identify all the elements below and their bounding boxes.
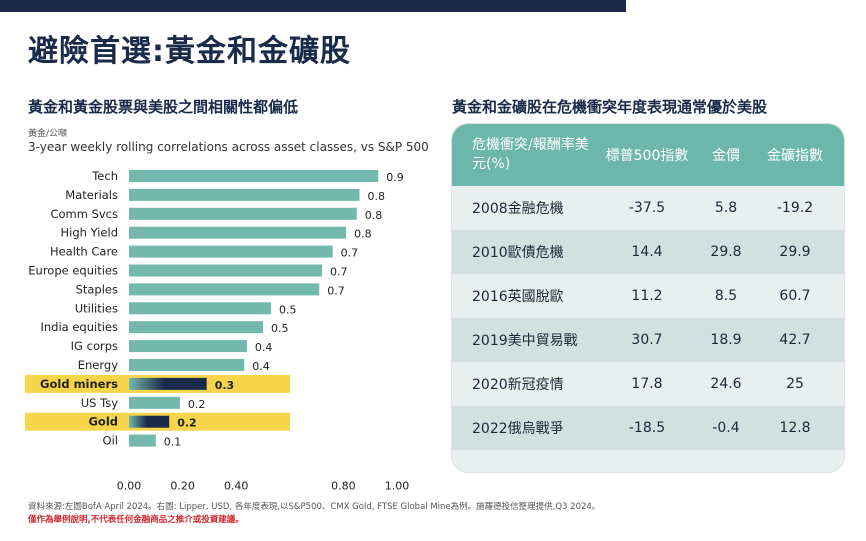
value-label: 0.3 <box>215 379 235 392</box>
header-gold: 金價 <box>712 148 740 164</box>
cell-gold-miners: 25 <box>786 376 804 392</box>
cell-gold: 5.8 <box>714 200 738 216</box>
table-row: 2008金融危機 -37.5 5.8 -19.2 <box>452 186 844 230</box>
category-label: Gold miners <box>40 377 118 391</box>
bar <box>129 226 347 239</box>
category-label: High Yield <box>61 226 118 240</box>
header-gold-miners: 金礦指數 <box>767 148 823 164</box>
header-crisis: 危機衝突/報酬率美元(%) <box>472 137 589 172</box>
value-label: 0.4 <box>255 341 272 354</box>
category-label: Comm Svcs <box>50 207 118 221</box>
cell-sp500: -37.5 <box>628 200 666 216</box>
table-row: 2020新冠疫情 17.8 24.6 25 <box>452 362 844 406</box>
bar <box>129 359 245 371</box>
table-header: 危機衝突/報酬率美元(%) 標普500指數 金價 金礦指數 <box>452 124 844 186</box>
header-sp500: 標普500指數 <box>605 148 689 164</box>
chart-unit: 黃金/公噸 <box>28 129 68 139</box>
source-note: 資料來源:左圖BofA April 2024。右圖: Lipper, USD, … <box>28 502 601 512</box>
value-label: 0.2 <box>177 417 197 430</box>
cell-gold-miners: 12.8 <box>779 420 811 436</box>
value-label: 0.9 <box>386 171 404 184</box>
cell-gold: 18.9 <box>710 332 742 348</box>
cell-crisis: 2022俄烏戰爭 <box>472 421 564 437</box>
value-label: 0.7 <box>330 266 348 279</box>
bar <box>129 207 357 220</box>
bar <box>129 434 156 447</box>
value-label: 0.2 <box>188 398 206 411</box>
bar <box>129 415 170 428</box>
cell-crisis: 2016英國脫歐 <box>472 289 564 305</box>
cell-sp500: 11.2 <box>631 288 663 304</box>
cell-crisis: 2020新冠疫情 <box>472 377 564 393</box>
value-label: 0.8 <box>367 190 385 203</box>
value-label: 0.4 <box>252 360 269 373</box>
category-label: US Tsy <box>81 396 118 410</box>
category-label: Europe equities <box>28 264 118 278</box>
cell-crisis: 2008金融危機 <box>472 201 564 217</box>
value-label: 0.7 <box>341 247 359 260</box>
bar <box>129 302 272 315</box>
bar <box>129 188 360 201</box>
bar <box>129 396 180 409</box>
x-tick-label: 0.00 <box>117 480 142 491</box>
category-label: Materials <box>65 188 118 202</box>
category-label: Health Care <box>50 245 118 259</box>
cell-sp500: 14.4 <box>631 244 663 260</box>
bar <box>129 283 320 296</box>
cell-sp500: -18.5 <box>628 420 666 436</box>
value-label: 0.5 <box>279 303 297 316</box>
correlation-bar-chart: Tech 0.9 Materials 0.8 Comm Svcs 0.8 High Yiel… <box>25 169 410 491</box>
x-tick-label: 0.80 <box>331 480 356 491</box>
value-label: 0.1 <box>164 436 182 449</box>
category-label: IG corps <box>71 339 118 353</box>
table-row: 2022俄烏戰爭 -18.5 -0.4 12.8 <box>452 406 844 450</box>
value-label: 0.8 <box>354 228 372 241</box>
category-label: Tech <box>91 169 118 183</box>
bar <box>129 340 247 353</box>
table-row: 2016英國脫歐 11.2 8.5 60.7 <box>452 274 844 318</box>
chart-heading: 黃金和黃金股票與美股之間相關性都偏低 <box>28 98 299 116</box>
bar <box>129 377 207 390</box>
cell-gold-miners: 42.7 <box>779 332 811 348</box>
table-heading: 黃金和金礦股在危機衝突年度表現通常優於美股 <box>452 98 768 116</box>
x-tick-label: 0.20 <box>170 480 195 491</box>
crisis-performance-table: 危機衝突/報酬率美元(%) 標普500指數 金價 金礦指數 2008金融危機 -… <box>452 124 844 472</box>
cell-crisis: 2019美中貿易戰 <box>472 333 578 349</box>
value-label: 0.8 <box>365 209 383 222</box>
top-bar <box>0 0 626 12</box>
category-label: Staples <box>76 282 118 296</box>
cell-crisis: 2010歐債危機 <box>472 245 564 261</box>
category-label: India equities <box>40 320 118 334</box>
cell-gold-miners: 29.9 <box>779 244 811 260</box>
chart-subtitle: 3-year weekly rolling correlations acros… <box>28 140 429 154</box>
cell-gold: 24.6 <box>710 376 742 392</box>
cell-gold: 8.5 <box>714 288 738 304</box>
cell-gold-miners: 60.7 <box>779 288 811 304</box>
category-label: Utilities <box>75 301 118 315</box>
cell-gold-miners: -19.2 <box>776 200 814 216</box>
cell-gold: 29.8 <box>710 244 742 260</box>
bar <box>129 321 263 334</box>
bar <box>129 170 379 182</box>
table-row: 2019美中貿易戰 30.7 18.9 42.7 <box>452 318 844 362</box>
category-label: Oil <box>103 434 118 448</box>
cell-sp500: 30.7 <box>631 332 663 348</box>
value-label: 0.7 <box>327 284 345 297</box>
category-label: Energy <box>78 358 118 372</box>
cell-sp500: 17.8 <box>631 376 663 392</box>
page-title: 避險首選:黃金和金礦股 <box>28 34 351 69</box>
bar <box>129 245 333 258</box>
bar <box>129 264 322 277</box>
disclaimer-note: 僅作為舉例說明,不代表任何金融商品之推介或投資建議。 <box>28 515 244 525</box>
value-label: 0.5 <box>271 322 289 335</box>
cell-gold: -0.4 <box>712 420 740 436</box>
table-row: 2010歐債危機 14.4 29.8 29.9 <box>452 230 844 274</box>
x-tick-label: 0.40 <box>224 480 249 491</box>
x-tick-label: 1.00 <box>385 480 410 491</box>
category-label: Gold <box>88 415 118 429</box>
